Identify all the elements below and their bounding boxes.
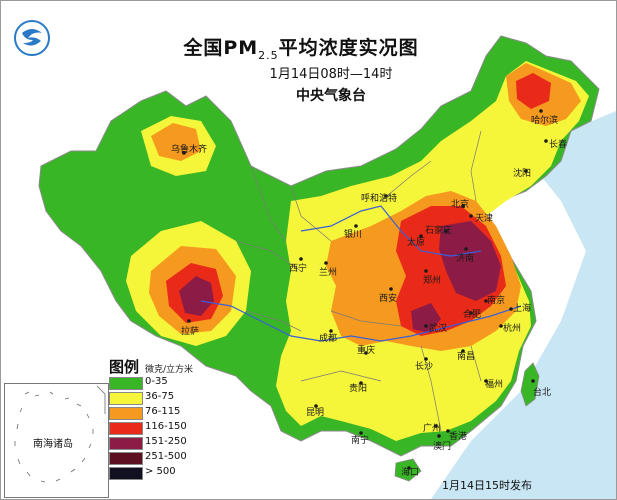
legend-swatch <box>109 452 143 465</box>
legend-swatch <box>109 437 143 450</box>
legend-item: 151-250 <box>109 436 201 450</box>
legend-swatch <box>109 467 143 480</box>
title-subscript: 2.5 <box>258 48 279 62</box>
city-label-tianjin: 天津 <box>475 214 494 224</box>
province-boundaries <box>235 130 482 432</box>
legend-label: 0-35 <box>145 376 168 387</box>
city-label-haerbin: 哈尔滨 <box>531 116 559 126</box>
legend-item: 0-35 <box>109 376 201 390</box>
legend-label: 36-75 <box>145 391 175 402</box>
legend-item: 251-500 <box>109 451 201 465</box>
cma-logo-icon <box>14 20 50 56</box>
inset-label: 南海诸岛 <box>33 439 73 450</box>
city-label-hefei: 合肥 <box>463 310 482 320</box>
map-issuer: 中央气象台 <box>296 88 366 104</box>
legend-items: 0-35 36-75 76-115 116-150 151-250 251-500 > 50… <box>109 376 201 480</box>
zone-purple-east <box>439 221 501 301</box>
city-label-beijing: 北京 <box>451 200 470 210</box>
city-label-xian: 西安 <box>379 294 398 304</box>
city-label-jinan: 济南 <box>456 254 475 264</box>
south-china-sea-inset: 南海诸岛 <box>4 383 109 498</box>
city-label-nanning: 南宁 <box>351 436 370 446</box>
legend-title: 图例 <box>109 358 140 376</box>
rivers <box>200 205 522 342</box>
legend-label: 116-150 <box>145 421 187 432</box>
zone-purple-central <box>411 303 441 333</box>
sea-area <box>431 111 616 499</box>
legend-item: 76-115 <box>109 406 201 420</box>
legend-item: 36-75 <box>109 391 201 405</box>
city-label-taibei: 台北 <box>533 388 552 398</box>
taiwan-island <box>520 362 540 407</box>
zone-purple-tibet <box>179 276 214 316</box>
city-label-huhehaote: 呼和浩特 <box>361 194 398 204</box>
city-label-chengdu: 成都 <box>319 334 338 344</box>
city-label-wulumuqi: 乌鲁木齐 <box>171 145 208 155</box>
city-label-aomen: 澳门 <box>433 442 452 452</box>
legend-swatch <box>109 407 143 420</box>
city-label-shijiazhuang: 石家庄 <box>425 226 453 236</box>
city-label-shanghai: 上海 <box>513 304 532 314</box>
title-suffix: 平均浓度实况图 <box>278 37 419 59</box>
map-title: 全国PM2.5平均浓度实况图 <box>21 33 581 62</box>
city-label-xining: 西宁 <box>289 264 308 274</box>
release-time: 1月14日15时发布 <box>442 479 532 492</box>
city-label-zhengzhou: 郑州 <box>423 276 442 286</box>
city-label-wuhan: 武汉 <box>429 324 448 334</box>
inset-map <box>14 385 106 483</box>
legend-item: > 500 <box>109 466 201 480</box>
city-label-lasa: 拉萨 <box>181 327 200 337</box>
legend-label: 151-250 <box>145 436 187 447</box>
legend-swatch <box>109 377 143 390</box>
city-label-nanjing: 南京 <box>487 296 506 306</box>
zone-red-northeast <box>516 73 551 109</box>
map-legend: 图例 微克/立方米 0-35 36-75 76-115 116-150 151-250 2… <box>109 356 201 480</box>
city-label-guangzhou: 广州 <box>423 424 442 434</box>
city-label-kunming: 昆明 <box>306 408 325 418</box>
legend-swatch <box>109 392 143 405</box>
city-label-haikou: 海口 <box>401 468 420 478</box>
city-label-changsha: 长沙 <box>415 362 434 372</box>
zone-orange-xinjiang <box>151 123 201 161</box>
legend-label: 76-115 <box>145 406 181 417</box>
city-label-guiyang: 贵阳 <box>349 384 368 394</box>
legend-unit: 微克/立方米 <box>145 365 194 375</box>
city-label-changchun: 长春 <box>549 140 568 150</box>
legend-swatch <box>109 422 143 435</box>
city-label-xianggang: 香港 <box>449 432 468 442</box>
city-label-fuzhou: 福州 <box>485 380 504 390</box>
city-dots <box>182 109 548 470</box>
city-label-taiyuan: 太原 <box>407 238 426 248</box>
city-label-hangzhou: 杭州 <box>503 324 522 334</box>
title-main-text: 全国PM <box>183 37 259 59</box>
city-label-yinchuan: 银川 <box>344 230 363 240</box>
city-label-lanzhou: 兰州 <box>319 268 338 278</box>
legend-item: 116-150 <box>109 421 201 435</box>
city-label-nanchang: 南昌 <box>457 352 476 362</box>
city-label-shenyang: 沈阳 <box>513 169 532 179</box>
hainan-island <box>394 458 422 482</box>
map-time-range: 1月14日08时—14时 <box>269 67 393 82</box>
city-label-chongqing: 重庆 <box>357 346 376 356</box>
legend-label: 251-500 <box>145 451 187 462</box>
inset-island-marks <box>14 391 94 483</box>
legend-label: > 500 <box>145 466 176 477</box>
